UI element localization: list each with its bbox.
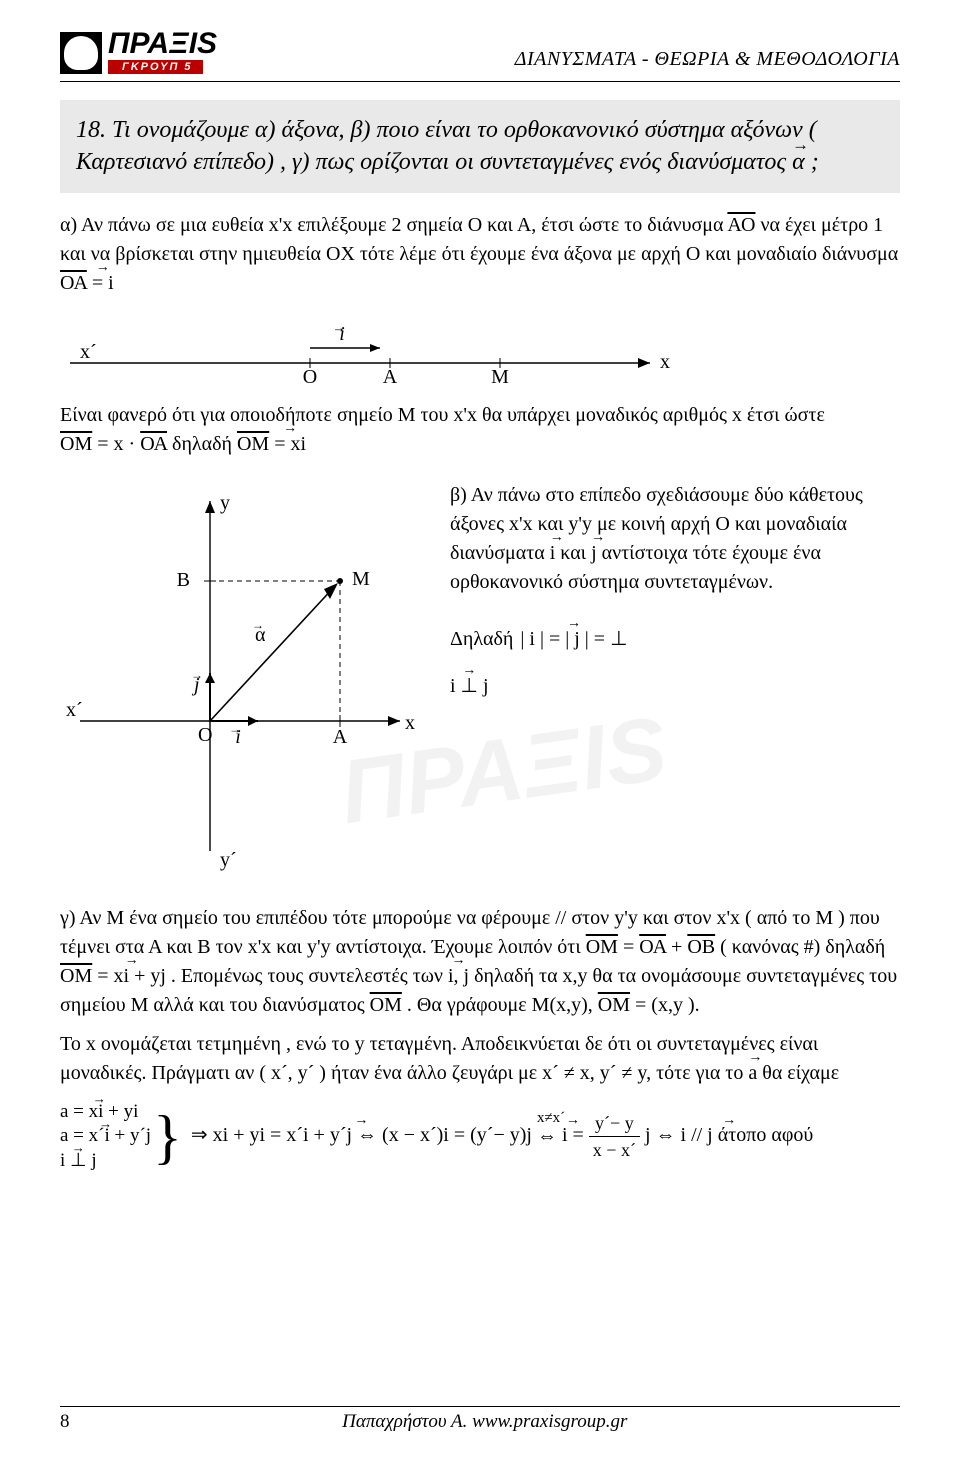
chain-frac-num: y´− y xyxy=(589,1110,640,1137)
svg-text:→: → xyxy=(191,668,203,682)
para-a2: Είναι φανερό ότι για οποιοδήποτε σημείο … xyxy=(60,401,900,459)
pc1-om3: ΟΜ xyxy=(370,994,402,1016)
pb-eq1: Δηλαδή | i | = | j | = ⊥ xyxy=(450,625,900,654)
d1-xprime: x´ xyxy=(80,341,97,363)
svg-text:→: → xyxy=(229,722,241,736)
logo-face-icon xyxy=(60,32,102,74)
diagram-cartesian: y y´ x x´ A B i → j → O xyxy=(60,481,420,876)
pb-and: και xyxy=(560,542,591,564)
d2-B: B xyxy=(177,569,190,591)
pc1-m2: + xyxy=(671,936,687,958)
para-c2: Το x ονομάζεται τετμημένη , ενώ το y τετ… xyxy=(60,1030,900,1088)
brace-system: a = xi + yi a = x´i + y´j i ⊥ j } xyxy=(60,1100,186,1174)
para-c1: γ) Αν Μ ένα σημείο του επιπέδου τότε μπο… xyxy=(60,904,900,1020)
para-b: β) Αν πάνω στο επίπεδο σχεδιάσουμε δύο κ… xyxy=(450,481,900,719)
chain-tail: j ⇔ i // j άτοπο αφού xyxy=(645,1121,813,1150)
pa1-ao: ΑΟ xyxy=(727,214,755,236)
page-number: 8 xyxy=(60,1411,70,1433)
chain-frac: y´− y x − x´ xyxy=(589,1110,640,1163)
header: ΠΡΑΞIS ΓΚΡΟΥΠ 5 ΔΙΑΝΥΣΜΑΤΑ - ΘΕΩΡΙΑ & ΜΕ… xyxy=(60,30,900,82)
section-beta: y y´ x x´ A B i → j → O xyxy=(60,481,900,876)
question-text: 18. Τι ονομάζουμε α) άξονα, β) ποιο είνα… xyxy=(76,114,884,179)
diagram-axis: i → x´ O A M x xyxy=(60,308,900,393)
pa2-xi: = xi xyxy=(274,430,306,459)
svg-text:→: → xyxy=(252,618,264,632)
chain-imp: ⇒ xi + yi = x´i + y´j ⇔ (x − x´)i = (y´−… xyxy=(191,1121,532,1150)
d2-x: x xyxy=(405,712,415,734)
d2-A: A xyxy=(333,726,348,748)
footer-center: Παπαχρήστου Α. www.praxisgroup.gr xyxy=(70,1411,901,1433)
q-semi: ; xyxy=(811,149,819,175)
pb-i: i xyxy=(550,539,556,568)
svg-text:→: → xyxy=(333,320,346,335)
pa2-mid: = x · xyxy=(97,433,140,455)
pa2-oa: ΟΑ xyxy=(140,433,167,455)
chain-frac-den: x − x´ xyxy=(589,1137,640,1163)
pc1-om: ΟΜ xyxy=(586,936,618,958)
pc1-m1: = xyxy=(623,936,639,958)
d1-O: O xyxy=(303,366,317,388)
d2-yp: y´ xyxy=(220,849,237,871)
pc1-tail: ( κανόνας #) δηλαδή xyxy=(720,936,885,958)
q-lead: 18. Τι ονομάζουμε α) άξονα, β) ποιο είνα… xyxy=(76,117,817,175)
pa1-1: α) Αν πάνω σε μια ευθεία x'x επιλέξουμε … xyxy=(60,214,727,236)
pc1-om-xi-r: = xi + yj xyxy=(97,962,166,991)
pc1-om4: ΟΜ xyxy=(598,994,630,1016)
q-alpha-vec: α xyxy=(792,146,805,178)
pb-j: j xyxy=(591,539,597,568)
pc1-oa: ΟΑ xyxy=(639,936,666,958)
d2-xp: x´ xyxy=(66,699,83,721)
pa2-om: ΟΜ xyxy=(60,433,92,455)
brace-icon: } xyxy=(151,1107,186,1167)
pc2-a: a xyxy=(748,1059,757,1088)
chain-ieq: i = xyxy=(562,1121,584,1150)
pb-eq1-lead: Δηλαδή xyxy=(450,628,518,650)
d1-A: A xyxy=(383,366,398,388)
d2-y: y xyxy=(220,492,230,514)
pc2-1: Το x ονομάζεται τετμημένη , ενώ το y τετ… xyxy=(60,1033,818,1084)
pa2-1: Είναι φανερό ότι για οποιοδήποτε σημείο … xyxy=(60,404,825,426)
logo-text: ΠΡΑΞIS xyxy=(108,30,217,57)
pc1-ob: ΟΒ xyxy=(687,936,715,958)
pc1-ij: i, j xyxy=(448,962,469,991)
logo: ΠΡΑΞIS ΓΚΡΟΥΠ 5 xyxy=(60,30,217,75)
proof-chain: a = xi + yi a = x´i + y´j i ⊥ j } ⇒ xi +… xyxy=(60,1100,900,1174)
footer: 8 Παπαχρήστου Α. www.praxisgroup.gr xyxy=(60,1406,900,1433)
brace-l3: i ⊥ j xyxy=(60,1149,97,1174)
pb-eq1-body: | i | = | j | = ⊥ xyxy=(518,625,629,654)
pc1-om-xi-l: ΟΜ xyxy=(60,965,92,987)
pa1-oa: ΟΑ xyxy=(60,272,87,294)
pb-eq2-body: i ⊥ j xyxy=(450,672,489,701)
pa2-dld: δηλαδή xyxy=(172,433,237,455)
pc1-tail5: = (x,y ). xyxy=(635,994,700,1016)
logo-subtext: ΓΚΡΟΥΠ 5 xyxy=(108,60,203,74)
para-a1: α) Αν πάνω σε μια ευθεία x'x επιλέξουμε … xyxy=(60,211,900,298)
chain-top: x≠x´ xyxy=(537,1108,557,1130)
pb-eq2: i ⊥ j xyxy=(450,672,900,701)
header-title: ΔΙΑΝΥΣΜΑΤΑ - ΘΕΩΡΙΑ & ΜΕΘΟΔΟΛΟΓΙΑ xyxy=(515,48,900,71)
d2-O: O xyxy=(198,724,212,746)
pc1-tail4: . Θα γράφουμε M(x,y), xyxy=(407,994,598,1016)
pa2-om2: ΟΜ xyxy=(237,433,269,455)
pc2-tail: θα είχαμε xyxy=(762,1062,839,1084)
d2-M: M xyxy=(352,568,370,590)
d1-M: M xyxy=(491,366,509,388)
question-box: 18. Τι ονομάζουμε α) άξονα, β) ποιο είνα… xyxy=(60,100,900,193)
pc1-tail2: . Επομένως τους συντελεστές των xyxy=(171,965,448,987)
pa1-i: = i xyxy=(92,269,114,298)
d1-x: x xyxy=(660,351,670,373)
